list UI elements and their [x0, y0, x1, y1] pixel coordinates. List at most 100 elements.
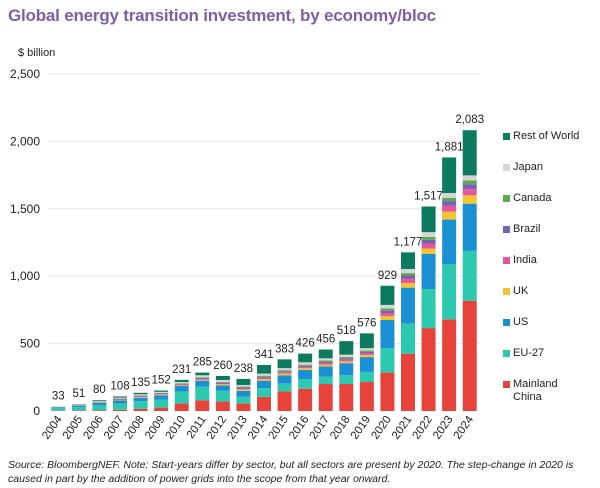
bar-segment-brazil	[195, 378, 210, 380]
x-tick-label: 2017	[308, 414, 333, 442]
bar-segment-rest-of-world	[401, 252, 415, 270]
legend-item: US	[503, 316, 528, 329]
bar-segment-uk	[380, 315, 395, 321]
bar-segment-eu-27	[318, 376, 333, 385]
bar-segment-brazil	[401, 275, 415, 279]
bar-segment-rest-of-world	[92, 400, 107, 402]
bar-segment-brazil	[113, 398, 127, 400]
x-tick-label: 2014	[246, 413, 271, 441]
bar-total-label: 238	[234, 363, 253, 375]
bar-segment-eu-27	[339, 375, 354, 385]
bar-segment-mainland-china	[236, 403, 251, 411]
bar-segment-uk	[442, 211, 457, 220]
bar-segment-canada	[215, 381, 230, 383]
bar-total-label: 456	[316, 334, 335, 346]
bar-total-label: 518	[337, 325, 356, 337]
bar-segment-uk	[154, 394, 169, 396]
bar-segment-mainland-china	[298, 388, 313, 411]
bar-segment-brazil	[318, 361, 333, 364]
bar-segment-india	[154, 394, 169, 395]
bar-total-label: 51	[72, 388, 85, 400]
bar-segment-japan	[277, 368, 292, 371]
bar-segment-brazil	[236, 387, 251, 389]
bar-total-label: 2,083	[455, 114, 484, 126]
bar-segment-rest-of-world	[298, 353, 313, 363]
bar-segment-rest-of-world	[359, 333, 374, 349]
x-tick-label: 2024	[452, 413, 477, 441]
x-tick-label: 2009	[143, 414, 168, 442]
bar-segment-japan	[133, 394, 148, 396]
bar-segment-japan	[215, 379, 230, 382]
y-tick-label: 1,500	[10, 202, 40, 216]
bar-segment-rest-of-world	[339, 341, 354, 355]
bar-segment-uk	[462, 195, 477, 204]
bar-segment-rest-of-world	[215, 375, 230, 380]
bar-segment-us	[401, 287, 415, 324]
bar-segment-japan	[380, 304, 395, 309]
bar-segment-us	[154, 395, 169, 400]
bar-segment-mainland-china	[462, 300, 477, 411]
bar-segment-us	[298, 369, 313, 380]
legend-item: Brazil	[503, 223, 541, 236]
legend-swatch-icon	[503, 195, 510, 202]
bar-segment-rest-of-world	[442, 157, 457, 194]
bar-segment-japan	[401, 269, 415, 274]
bar-segment-brazil	[442, 201, 457, 206]
bar-segment-eu-27	[380, 348, 395, 373]
x-tick-label: 2011	[185, 414, 209, 441]
bar-segment-rest-of-world	[174, 379, 189, 383]
bar-segment-eu-27	[215, 390, 230, 402]
bar-segment-eu-27	[154, 399, 169, 408]
bar-segment-uk	[339, 361, 354, 364]
bar-segment-uk	[257, 379, 271, 381]
bar-segment-mainland-china	[133, 408, 148, 411]
bar-segment-uk	[113, 399, 127, 401]
bar-segment-mainland-china	[154, 407, 169, 411]
bar-segment-brazil	[359, 351, 374, 354]
bar-segment-rest-of-world	[113, 396, 127, 398]
bar-segment-rest-of-world	[133, 392, 148, 395]
bar-segment-uk	[215, 384, 230, 386]
bar-segment-brazil	[421, 239, 436, 244]
bar-segment-eu-27	[462, 250, 477, 301]
x-tick-label: 2007	[102, 414, 127, 442]
y-tick-label: 2,000	[10, 134, 40, 148]
bar-segment-brazil	[174, 384, 189, 385]
bar-segment-eu-27	[257, 388, 271, 397]
bar-total-label: 108	[110, 380, 129, 392]
bar-segment-rest-of-world	[257, 365, 271, 374]
bar-segment-japan	[174, 382, 189, 384]
bar-total-label: 383	[275, 343, 294, 355]
bar-segment-mainland-china	[174, 403, 189, 411]
bar-segment-brazil	[257, 376, 271, 378]
y-tick-label: 2,500	[10, 67, 40, 81]
bar-segment-india	[359, 353, 374, 356]
bar-segment-mainland-china	[380, 372, 395, 411]
bar-segment-mainland-china	[195, 400, 210, 411]
legend-swatch-icon	[503, 133, 510, 140]
bar-segment-uk	[359, 355, 374, 358]
bar-segment-india	[215, 383, 230, 385]
bar-segment-india	[257, 377, 271, 380]
bar-segment-mainland-china	[421, 328, 436, 411]
bar-segment-eu-27	[113, 403, 127, 410]
bar-segment-rest-of-world	[421, 206, 436, 233]
bar-segment-eu-27	[298, 379, 313, 389]
legend-item: Japan	[503, 161, 543, 174]
bar-segment-eu-27	[195, 386, 210, 401]
bar-total-label: 1,177	[394, 236, 423, 248]
bar-segment-canada	[236, 386, 251, 388]
legend-item: India	[503, 254, 537, 267]
bar-segment-mainland-china	[339, 384, 354, 411]
bar-segment-eu-27	[442, 264, 457, 320]
x-tick-label: 2013	[225, 414, 250, 442]
legend-label: Japan	[513, 161, 543, 173]
bar-segment-rest-of-world	[318, 349, 333, 359]
source-note: Source: BloombergNEF. Note: Start-years …	[8, 459, 574, 485]
x-tick-label: 2015	[267, 414, 292, 442]
bar-segment-us	[174, 386, 189, 392]
bar-segment-japan	[154, 391, 169, 393]
bar-segment-rest-of-world	[462, 130, 477, 176]
legend-swatch-icon	[503, 381, 510, 388]
x-tick-label: 2020	[369, 414, 394, 442]
